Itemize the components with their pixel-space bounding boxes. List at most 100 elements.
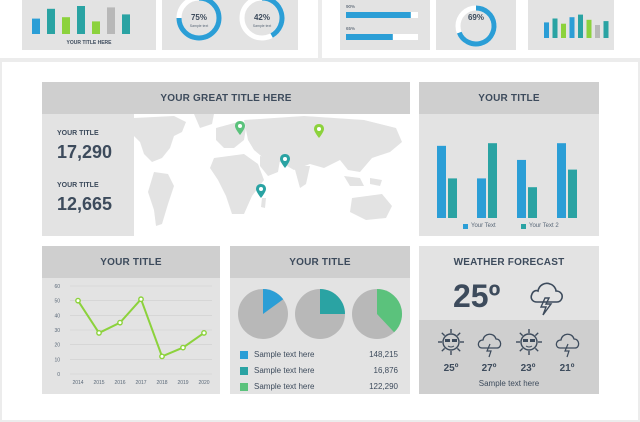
bar-chart (437, 143, 577, 218)
x-tick-label: 2016 (114, 380, 125, 386)
legend-item-2: Your Text 2 (521, 223, 559, 229)
progress-label: 65% (346, 26, 355, 31)
stats-column (42, 114, 134, 236)
line-chart-panel: YOUR TITLE 0 10 20 30 40 50 60 2014 2015 2016 2017… (42, 246, 220, 394)
y-tick-label: 20 (54, 343, 60, 349)
map-pin-icon[interactable] (235, 121, 245, 135)
row-value: 148,215 (369, 350, 398, 359)
slide-thumbnail-2[interactable]: 90% 65% 69% (322, 0, 640, 58)
day-temp-1: 25º (443, 363, 459, 374)
mini-bar (578, 14, 583, 39)
row-swatch (240, 366, 248, 375)
pie-panel-title: YOUR TITLE (230, 246, 410, 278)
mini-bar (62, 17, 70, 34)
progress-label: 90% (346, 4, 355, 9)
stat-label-1: YOUR TITLE (57, 130, 99, 137)
legend-label: Your Text 2 (529, 223, 559, 229)
bar (528, 187, 537, 218)
line-chart-title: YOUR TITLE (42, 246, 220, 278)
mini-bar (47, 8, 55, 35)
donut-value: 75% (191, 13, 207, 22)
bar (488, 143, 497, 218)
bar (568, 169, 577, 218)
weather-panel: WEATHER FORECAST 25º 25º 27º 23º 21º Sam… (419, 246, 599, 394)
weather-title: WEATHER FORECAST (419, 246, 599, 278)
mini-bar (552, 18, 558, 38)
y-tick-label: 10 (54, 357, 60, 363)
bar-chart-panel: YOUR TITLE Your Text Your Text 2 (419, 82, 599, 236)
x-tick-label: 2019 (177, 380, 188, 386)
sample-row-2: Sample text here 16,876 (240, 366, 398, 375)
stat-value-1: 17,290 (57, 142, 113, 162)
bar (557, 143, 566, 218)
x-tick-label: 2017 (135, 380, 146, 386)
mini-progress-bars: 90% 65% (346, 4, 418, 40)
map-pin-icon[interactable] (314, 124, 324, 138)
storm-cloud-icon (555, 333, 580, 358)
world-map (134, 114, 410, 236)
mini-donut-panel-2: 69% (436, 0, 516, 50)
mini-bar (603, 21, 609, 38)
donut-value: 69% (468, 13, 484, 22)
pie-charts (238, 289, 402, 339)
map-pin-icon[interactable] (256, 184, 266, 198)
progress-fill (346, 34, 393, 40)
y-tick-label: 30 (54, 328, 60, 334)
mini-bar (122, 14, 130, 34)
mini-bar-panel: YOUR TITLE HERE (22, 0, 156, 50)
pie-panel: YOUR TITLE Sample text here 148,215 Samp… (230, 246, 410, 394)
mini-bar (32, 18, 40, 34)
forecast-icons (438, 329, 580, 358)
row-label: Sample text here (254, 350, 315, 359)
bar-chart-title: YOUR TITLE (419, 82, 599, 114)
donut-caption: Sample text (253, 24, 272, 28)
progress-fill (346, 12, 411, 18)
donut-caption: Sample text (190, 24, 209, 28)
day-temp-4: 21º (559, 363, 575, 374)
main-temperature: 25º (453, 278, 501, 314)
row-swatch (240, 350, 248, 359)
donut-arc (456, 5, 497, 47)
donut-arc (261, 0, 285, 38)
world-map-shapes (134, 114, 402, 226)
pie-slice (377, 289, 402, 333)
row-label: Sample text here (254, 382, 315, 391)
x-tick-label: 2018 (156, 380, 167, 386)
row-value: 122,290 (369, 382, 398, 391)
bar (448, 178, 457, 218)
bar (437, 145, 446, 218)
x-tick-label: 2015 (93, 380, 104, 386)
slide-thumbnail-1[interactable]: YOUR TITLE HERE 75% Sample text 42% Sample … (0, 0, 318, 58)
map-panel: YOUR GREAT TITLE HERE YOUR TITLE 17,290 … (42, 82, 410, 236)
mini-bar (544, 22, 549, 38)
pie-slice (320, 289, 345, 314)
legend-label: Your Text (471, 223, 496, 229)
map-pin-icon[interactable] (280, 154, 290, 168)
row-value: 16,876 (373, 366, 398, 375)
row-swatch (240, 382, 248, 391)
legend-swatch (521, 223, 526, 229)
y-tick-label: 0 (57, 372, 60, 378)
mini-bar-panel-2 (528, 0, 614, 50)
sun-face-icon (438, 329, 464, 355)
day-temp-3: 23º (520, 363, 536, 374)
mini-bar-chart (32, 6, 130, 35)
mini-donut-charts: 75% Sample text 42% Sample text (176, 0, 285, 41)
stat-label-2: YOUR TITLE (57, 182, 99, 189)
mini-donut-panel: 75% Sample text 42% Sample text (162, 0, 298, 50)
line-chart: 0 10 20 30 40 50 60 2014 2015 2016 2017 2018 2019 202… (54, 284, 212, 386)
storm-cloud-icon (530, 282, 563, 316)
y-tick-label: 50 (54, 299, 60, 305)
mini-bar (561, 23, 566, 38)
mini-bar (569, 17, 575, 38)
thumbnail-strip: YOUR TITLE HERE 75% Sample text 42% Sample … (0, 0, 640, 58)
donut-arc (176, 0, 222, 41)
mini-bar (107, 7, 115, 35)
data-point (75, 297, 81, 304)
row-label: Sample text here (254, 366, 315, 375)
pie-slice (263, 289, 284, 314)
weather-caption: Sample text here (478, 379, 540, 388)
day-temp-2: 27º (481, 363, 497, 374)
data-point (180, 344, 186, 351)
map-panel-title: YOUR GREAT TITLE HERE (42, 82, 410, 114)
